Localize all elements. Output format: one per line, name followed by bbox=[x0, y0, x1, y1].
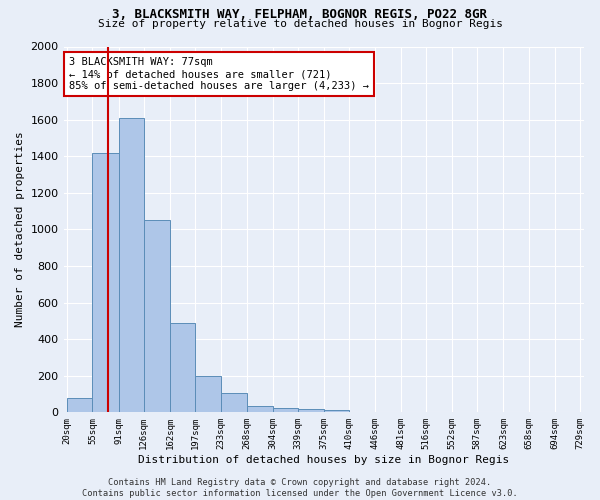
Bar bbox=[92, 152, 119, 412]
Bar bbox=[324, 410, 349, 412]
Bar bbox=[272, 408, 298, 412]
X-axis label: Distribution of detached houses by size in Bognor Regis: Distribution of detached houses by size … bbox=[138, 455, 509, 465]
Text: Size of property relative to detached houses in Bognor Regis: Size of property relative to detached ho… bbox=[97, 19, 503, 29]
Bar bbox=[144, 220, 170, 412]
Bar bbox=[170, 322, 195, 412]
Text: 3 BLACKSMITH WAY: 77sqm
← 14% of detached houses are smaller (721)
85% of semi-d: 3 BLACKSMITH WAY: 77sqm ← 14% of detache… bbox=[69, 58, 369, 90]
Bar bbox=[298, 408, 324, 412]
Y-axis label: Number of detached properties: Number of detached properties bbox=[15, 132, 25, 328]
Bar bbox=[67, 398, 92, 412]
Bar bbox=[247, 406, 272, 412]
Text: 3, BLACKSMITH WAY, FELPHAM, BOGNOR REGIS, PO22 8GR: 3, BLACKSMITH WAY, FELPHAM, BOGNOR REGIS… bbox=[113, 8, 487, 20]
Bar bbox=[195, 376, 221, 412]
Bar bbox=[119, 118, 144, 412]
Bar bbox=[221, 393, 247, 412]
Text: Contains HM Land Registry data © Crown copyright and database right 2024.
Contai: Contains HM Land Registry data © Crown c… bbox=[82, 478, 518, 498]
